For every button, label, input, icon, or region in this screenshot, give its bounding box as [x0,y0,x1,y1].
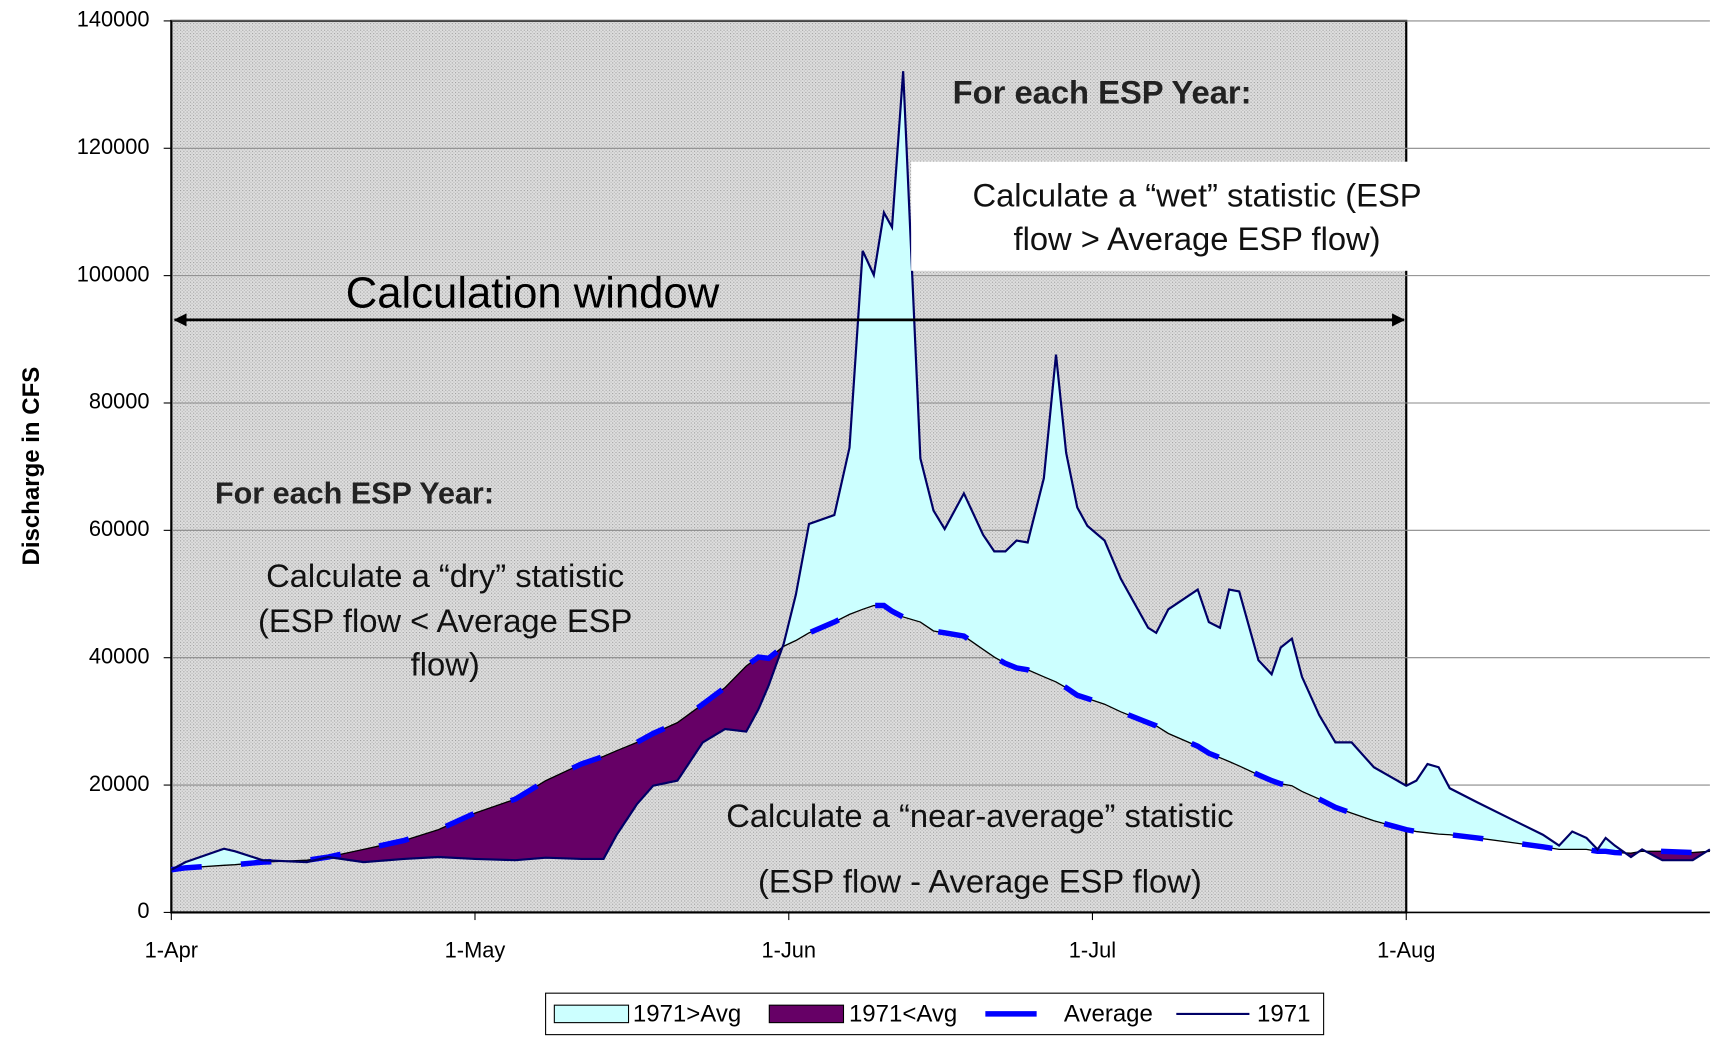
y-tick-label: 60000 [89,516,150,541]
y-tick-label: 100000 [77,261,150,286]
y-tick-label: 40000 [89,643,150,668]
data-layer [170,71,1711,873]
window-label: Calculation window [346,268,720,317]
legend: 1971>Avg 1971<Avg Average 1971 [545,992,1325,1036]
x-tick-label: 1-Aug [1377,937,1435,962]
average-line-base [171,604,1710,871]
legend-label: 1971<Avg [849,1000,957,1027]
legend-label: 1971 [1257,1000,1310,1027]
dry-text: (ESP flow < Average ESP [258,602,632,639]
main-line [170,71,1711,871]
dry-text: flow) [411,646,480,683]
legend-label: Average [1064,1000,1153,1027]
y-axis-title: Discharge in CFS [18,367,45,566]
x-tick-label: 1-Jun [761,937,816,962]
wet-heading: For each ESP Year: [953,74,1252,111]
y-tick-label: 20000 [89,771,150,796]
y-tick-label: 120000 [77,134,150,159]
y-tick-label: 0 [137,898,149,923]
calculation-window [170,19,1408,914]
wet-text: flow > Average ESP flow) [1013,220,1380,257]
x-tick-label: 1-Jul [1069,937,1116,962]
x-tick-label: 1-Apr [145,937,198,962]
legend-swatch [768,1004,845,1024]
dry-heading: For each ESP Year: [215,477,494,511]
y-tick-label: 140000 [77,7,150,32]
annotation-layer: For each ESP Year: Calculate a “wet” sta… [18,74,1485,900]
wet-text-box [911,161,1485,271]
near-text: (ESP flow - Average ESP flow) [758,863,1202,900]
y-tick-label: 80000 [89,389,150,414]
wet-text: Calculate a “wet” statistic (ESP [972,176,1421,213]
near-text: Calculate a “near-average” statistic [726,797,1233,834]
legend-label: 1971>Avg [633,1000,741,1027]
x-tick-label: 1-May [445,937,506,962]
legend-swatch [553,1004,630,1024]
dry-text: Calculate a “dry” statistic [266,557,624,594]
